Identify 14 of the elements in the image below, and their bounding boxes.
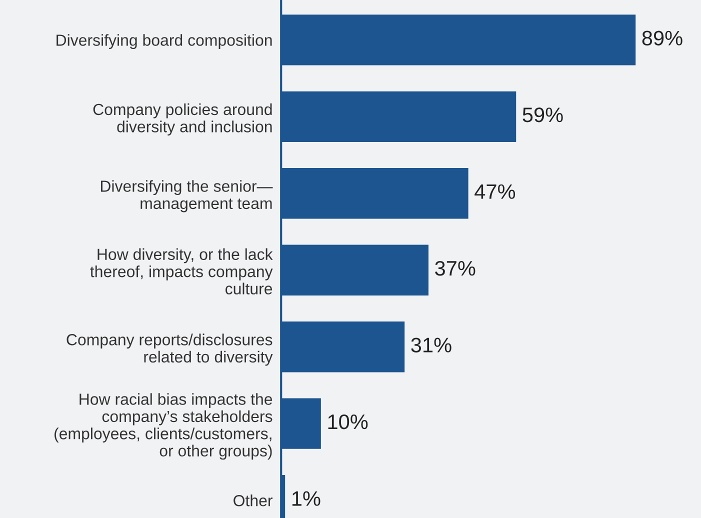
- y-tick-label: Company policies around diversity and inclusion: [93, 103, 272, 136]
- y-tick-label: Company reports/disclosures related to diversity: [66, 334, 273, 366]
- data-label: 47%: [474, 184, 516, 199]
- data-label: 10%: [328, 414, 368, 430]
- y-tick-label: How racial bias impacts the company’s stakeholders (employees, clients/customers, or other groups): [54, 393, 272, 460]
- y-tick-label: Diversifying board composition: [56, 34, 272, 50]
- data-label: 89%: [642, 30, 682, 46]
- y-tick-label: Diversifying the senior— management team: [100, 180, 273, 212]
- y-tick-label: Other: [234, 494, 273, 506]
- data-label: 59%: [522, 107, 563, 122]
- data-label: 1%: [292, 491, 320, 506]
- data-label: 31%: [411, 338, 452, 352]
- data-label: 37%: [435, 260, 476, 276]
- y-tick-label: How diversity, or the lack thereof, impacts company culture: [90, 248, 273, 294]
